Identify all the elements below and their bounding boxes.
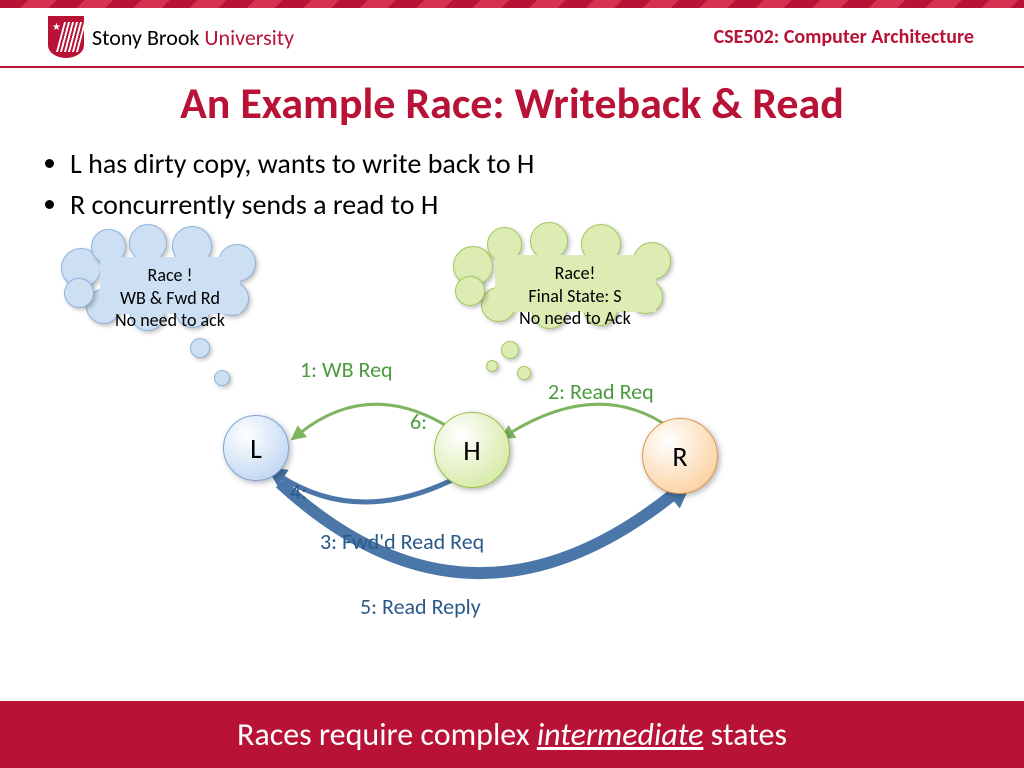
cloud-line: Race ! <box>88 264 252 287</box>
cloud-left: Race !WB & Fwd RdNo need to ack <box>70 238 270 333</box>
cloud-line: WB & Fwd Rd <box>88 287 252 310</box>
shield-logo-icon <box>48 16 84 58</box>
cloud-tail-bubble <box>486 360 498 372</box>
cloud-line: Race! <box>478 262 672 285</box>
cloud-line: No need to Ack <box>478 307 672 330</box>
page-title: An Example Race: Writeback & Read <box>0 76 1024 130</box>
edge-label: 2: Read Req <box>548 378 654 405</box>
edge-label: 4: <box>290 478 307 505</box>
header-bar: Stony Brook University CSE502: Computer … <box>0 8 1024 68</box>
edge-label: 3: Fwd'd Read Req <box>320 528 484 555</box>
cloud-line: Final State: S <box>478 285 672 308</box>
logo-area: Stony Brook University <box>48 16 294 58</box>
diagram-area: Race !WB & Fwd RdNo need to ack Race!Fina… <box>0 228 1024 658</box>
uni-name-black: Stony Brook <box>92 24 204 51</box>
footer-bar: Races require complex intermediate state… <box>0 701 1024 768</box>
edge-label: 5: Read Reply <box>360 593 481 620</box>
bullet-item: L has dirty copy, wants to write back to… <box>70 146 1024 181</box>
footer-pre: Races require complex <box>237 715 537 754</box>
cloud-tail-bubble <box>214 370 230 386</box>
edge-label: 1: WB Req <box>300 356 393 383</box>
cloud-right: Race!Final State: SNo need to Ack <box>460 236 690 331</box>
header-stripe <box>0 0 1024 8</box>
footer-post: states <box>703 715 787 754</box>
node-h: H <box>434 412 510 488</box>
cloud-tail-bubble <box>190 338 210 358</box>
uni-name-red: University <box>204 24 294 51</box>
cloud-tail-bubble <box>517 366 531 380</box>
bullet-list: L has dirty copy, wants to write back to… <box>50 146 1024 222</box>
footer-em: intermediate <box>537 715 704 754</box>
node-l: L <box>223 415 289 481</box>
university-name: Stony Brook University <box>92 24 294 51</box>
edge-label: 6: <box>410 408 427 435</box>
cloud-tail-bubble <box>501 341 519 359</box>
course-label: CSE502: Computer Architecture <box>714 25 974 49</box>
node-r: R <box>642 418 718 494</box>
bullet-item: R concurrently sends a read to H <box>70 187 1024 222</box>
cloud-line: No need to ack <box>88 309 252 332</box>
